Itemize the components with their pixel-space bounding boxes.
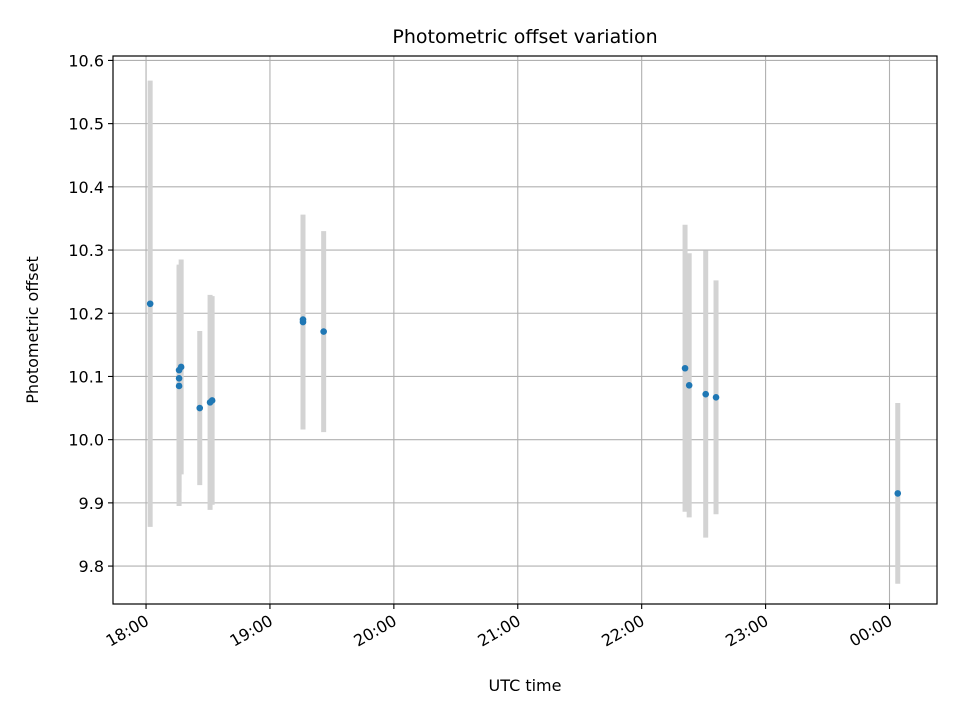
y-tick-label: 9.8 (79, 557, 104, 576)
y-tick-label: 10.6 (68, 51, 104, 70)
y-tick-label: 10.4 (68, 178, 104, 197)
data-point (320, 328, 327, 335)
y-tick-label: 10.2 (68, 304, 104, 323)
data-point (175, 382, 183, 390)
y-tick-label: 10.5 (68, 115, 104, 134)
y-tick-label: 10.3 (68, 241, 104, 260)
x-axis-label: UTC time (489, 676, 562, 695)
y-axis-ticks: 9.8 9.9 10.0 10.1 10.2 10.3 10.4 10.5 10.6 (68, 51, 113, 576)
data-point (175, 375, 183, 382)
data-point (146, 300, 154, 308)
data-point (681, 364, 689, 372)
plot-frame (112, 55, 938, 605)
data-point (177, 363, 185, 371)
data-point (685, 382, 693, 389)
y-axis-label: Photometric offset (23, 256, 42, 404)
data-point (208, 397, 216, 404)
data-points (146, 300, 902, 497)
data-point (894, 490, 902, 497)
chart-title: Photometric offset variation (392, 26, 657, 48)
y-tick-label: 9.9 (79, 494, 104, 513)
data-point (712, 394, 720, 401)
data-point (196, 404, 204, 412)
data-point (702, 390, 710, 398)
y-tick-label: 10.1 (68, 367, 104, 386)
data-point (299, 316, 307, 323)
grid-lines (113, 56, 937, 604)
y-tick-label: 10.0 (68, 431, 104, 450)
